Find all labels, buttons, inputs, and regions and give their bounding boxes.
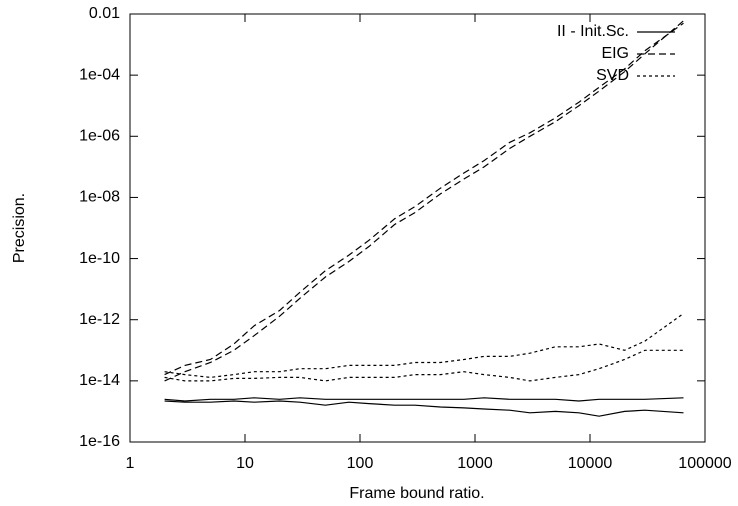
y-tick-label: 1e-12 xyxy=(79,311,120,328)
series-line xyxy=(164,20,684,382)
series-line xyxy=(164,349,684,382)
y-axis-label: Precision. xyxy=(11,193,28,263)
x-tick-label: 100 xyxy=(347,455,374,472)
y-tick-label: 1e-06 xyxy=(79,128,120,145)
plot-frame xyxy=(129,13,706,443)
y-tick-label: 1e-16 xyxy=(79,433,120,450)
x-axis-label: Frame bound ratio. xyxy=(349,485,484,502)
y-tick-label: 1e-08 xyxy=(79,189,120,206)
y-tick-label: 1e-04 xyxy=(79,66,120,83)
series-line xyxy=(164,400,684,417)
x-tick-label: 10 xyxy=(236,455,254,472)
y-tick-label: 0.01 xyxy=(89,5,120,22)
series-line xyxy=(164,313,684,379)
y-tick-label: 1e-10 xyxy=(79,250,120,267)
series-line xyxy=(164,397,684,402)
x-tick-label: 10000 xyxy=(568,455,613,472)
x-tick-label: 100000 xyxy=(678,455,731,472)
legend-label: EIG xyxy=(601,45,629,62)
x-tick-label: 1000 xyxy=(457,455,493,472)
x-tick-label: 1 xyxy=(126,455,135,472)
legend-label: II - Init.Sc. xyxy=(557,23,629,40)
series-line xyxy=(164,22,684,376)
legend-label: SVD xyxy=(596,67,629,84)
y-tick-label: 1e-14 xyxy=(79,372,120,389)
